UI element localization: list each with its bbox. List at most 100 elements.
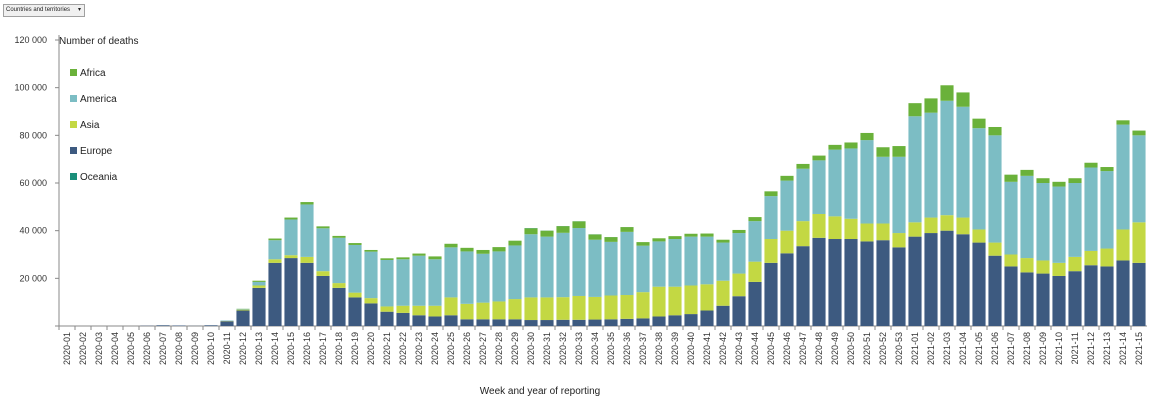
bar-segment-america-2020-45[interactable]: [764, 196, 778, 240]
bar-segment-africa-2020-19[interactable]: [348, 243, 362, 245]
bar-segment-america-2020-41[interactable]: [700, 236, 714, 285]
bar-segment-europe-2020-25[interactable]: [444, 315, 458, 326]
bar-segment-asia-2020-50[interactable]: [844, 218, 858, 240]
bar-segment-africa-2020-35[interactable]: [604, 237, 618, 242]
bar-segment-europe-2020-46[interactable]: [780, 253, 794, 326]
bar-segment-america-2020-34[interactable]: [588, 239, 602, 297]
bar-segment-europe-2021-09[interactable]: [1036, 273, 1050, 326]
bar-segment-europe-2020-36[interactable]: [620, 318, 634, 326]
bar-segment-europe-2020-52[interactable]: [876, 240, 890, 326]
bar-segment-asia-2020-25[interactable]: [444, 297, 458, 316]
bar-segment-africa-2020-48[interactable]: [812, 155, 826, 161]
bar-segment-asia-2020-41[interactable]: [700, 284, 714, 311]
bar-segment-europe-2020-51[interactable]: [860, 241, 874, 326]
bar-segment-africa-2020-46[interactable]: [780, 175, 794, 181]
bar-segment-europe-2020-18[interactable]: [332, 287, 346, 326]
bar-segment-europe-2021-15[interactable]: [1132, 262, 1146, 326]
bar-segment-asia-2020-31[interactable]: [540, 297, 554, 321]
bar-segment-america-2020-31[interactable]: [540, 236, 554, 298]
bar-segment-asia-2020-12[interactable]: [236, 309, 250, 311]
bar-segment-africa-2020-36[interactable]: [620, 227, 634, 232]
bar-segment-africa-2020-15[interactable]: [284, 217, 298, 220]
bar-segment-america-2021-11[interactable]: [1068, 183, 1082, 257]
bar-segment-africa-2020-49[interactable]: [828, 144, 842, 150]
bar-segment-asia-2020-40[interactable]: [684, 285, 698, 315]
bar-segment-asia-2020-43[interactable]: [732, 273, 746, 297]
bar-segment-america-2020-52[interactable]: [876, 156, 890, 224]
bar-segment-europe-2021-07[interactable]: [1004, 266, 1018, 326]
bar-segment-europe-2020-26[interactable]: [460, 319, 474, 326]
bar-segment-europe-2020-28[interactable]: [492, 319, 506, 326]
bar-segment-europe-2020-39[interactable]: [668, 315, 682, 326]
bar-segment-europe-2020-21[interactable]: [380, 311, 394, 326]
bar-segment-america-2021-10[interactable]: [1052, 186, 1066, 263]
bar-segment-asia-2020-14[interactable]: [268, 259, 282, 263]
bar-segment-asia-2020-37[interactable]: [636, 292, 650, 319]
bar-segment-europe-2021-08[interactable]: [1020, 272, 1034, 327]
bar-segment-europe-2020-34[interactable]: [588, 319, 602, 326]
bar-segment-europe-2020-30[interactable]: [524, 320, 538, 326]
bar-segment-america-2020-19[interactable]: [348, 244, 362, 293]
bar-segment-europe-2020-43[interactable]: [732, 296, 746, 326]
bar-segment-africa-2021-14[interactable]: [1116, 120, 1130, 125]
bar-segment-asia-2020-22[interactable]: [396, 305, 410, 313]
bar-segment-europe-2020-37[interactable]: [636, 318, 650, 326]
bar-segment-europe-2020-50[interactable]: [844, 239, 858, 326]
bar-segment-america-2020-22[interactable]: [396, 259, 410, 306]
bar-segment-america-2020-13[interactable]: [252, 281, 266, 286]
bar-segment-europe-2020-24[interactable]: [428, 316, 442, 326]
bar-segment-asia-2021-10[interactable]: [1052, 262, 1066, 276]
bar-segment-africa-2020-45[interactable]: [764, 191, 778, 197]
bar-segment-europe-2020-23[interactable]: [412, 315, 426, 326]
bar-segment-america-2020-32[interactable]: [556, 232, 570, 298]
bar-segment-africa-2020-18[interactable]: [332, 235, 346, 238]
bar-segment-europe-2021-12[interactable]: [1084, 265, 1098, 326]
bar-segment-asia-2020-42[interactable]: [716, 280, 730, 306]
bar-segment-africa-2021-04[interactable]: [956, 92, 970, 107]
bar-segment-africa-2020-28[interactable]: [492, 247, 506, 252]
bar-segment-america-2020-42[interactable]: [716, 242, 730, 281]
bar-segment-america-2021-09[interactable]: [1036, 183, 1050, 261]
bar-segment-europe-2020-20[interactable]: [364, 303, 378, 326]
countries-filter-dropdown[interactable]: Countries and territories ▾: [3, 4, 86, 17]
bar-segment-europe-2020-14[interactable]: [268, 262, 282, 326]
bar-segment-asia-2020-48[interactable]: [812, 213, 826, 238]
bar-segment-africa-2021-15[interactable]: [1132, 130, 1146, 136]
bar-segment-europe-2020-42[interactable]: [716, 305, 730, 326]
bar-segment-asia-2021-06[interactable]: [988, 242, 1002, 256]
bar-segment-america-2020-16[interactable]: [300, 204, 314, 257]
bar-segment-europe-2021-13[interactable]: [1100, 266, 1114, 326]
bar-segment-asia-2020-18[interactable]: [332, 283, 346, 288]
bar-segment-europe-2021-06[interactable]: [988, 255, 1002, 326]
bar-segment-asia-2020-44[interactable]: [748, 261, 762, 282]
bar-segment-asia-2021-13[interactable]: [1100, 248, 1114, 267]
bar-segment-america-2021-07[interactable]: [1004, 181, 1018, 255]
bar-segment-europe-2020-47[interactable]: [796, 246, 810, 326]
bar-segment-africa-2020-42[interactable]: [716, 239, 730, 243]
bar-segment-america-2020-28[interactable]: [492, 251, 506, 302]
bar-segment-asia-2020-53[interactable]: [892, 233, 906, 248]
bar-segment-europe-2021-03[interactable]: [940, 230, 954, 326]
bar-segment-america-2020-35[interactable]: [604, 241, 618, 296]
bar-segment-africa-2021-06[interactable]: [988, 126, 1002, 136]
bar-segment-america-2020-27[interactable]: [476, 253, 490, 303]
bar-segment-asia-2020-34[interactable]: [588, 296, 602, 320]
bar-segment-africa-2020-16[interactable]: [300, 202, 314, 205]
bar-segment-asia-2021-03[interactable]: [940, 215, 954, 231]
bar-segment-asia-2021-15[interactable]: [1132, 222, 1146, 263]
bar-segment-america-2020-47[interactable]: [796, 168, 810, 222]
bar-segment-europe-2020-07[interactable]: [156, 325, 170, 326]
bar-segment-africa-2021-07[interactable]: [1004, 174, 1018, 182]
bar-segment-america-2020-18[interactable]: [332, 237, 346, 284]
bar-segment-africa-2020-40[interactable]: [684, 233, 698, 237]
bar-segment-asia-2020-15[interactable]: [284, 255, 298, 259]
bar-segment-europe-2020-27[interactable]: [476, 319, 490, 326]
bar-segment-america-2020-26[interactable]: [460, 251, 474, 304]
bar-segment-asia-2021-11[interactable]: [1068, 256, 1082, 272]
bar-segment-africa-2020-29[interactable]: [508, 240, 522, 246]
bar-segment-africa-2021-03[interactable]: [940, 85, 954, 101]
bar-segment-asia-2020-16[interactable]: [300, 256, 314, 263]
bar-segment-europe-2020-35[interactable]: [604, 319, 618, 326]
bar-segment-europe-2020-45[interactable]: [764, 262, 778, 326]
bar-segment-africa-2020-31[interactable]: [540, 230, 554, 237]
